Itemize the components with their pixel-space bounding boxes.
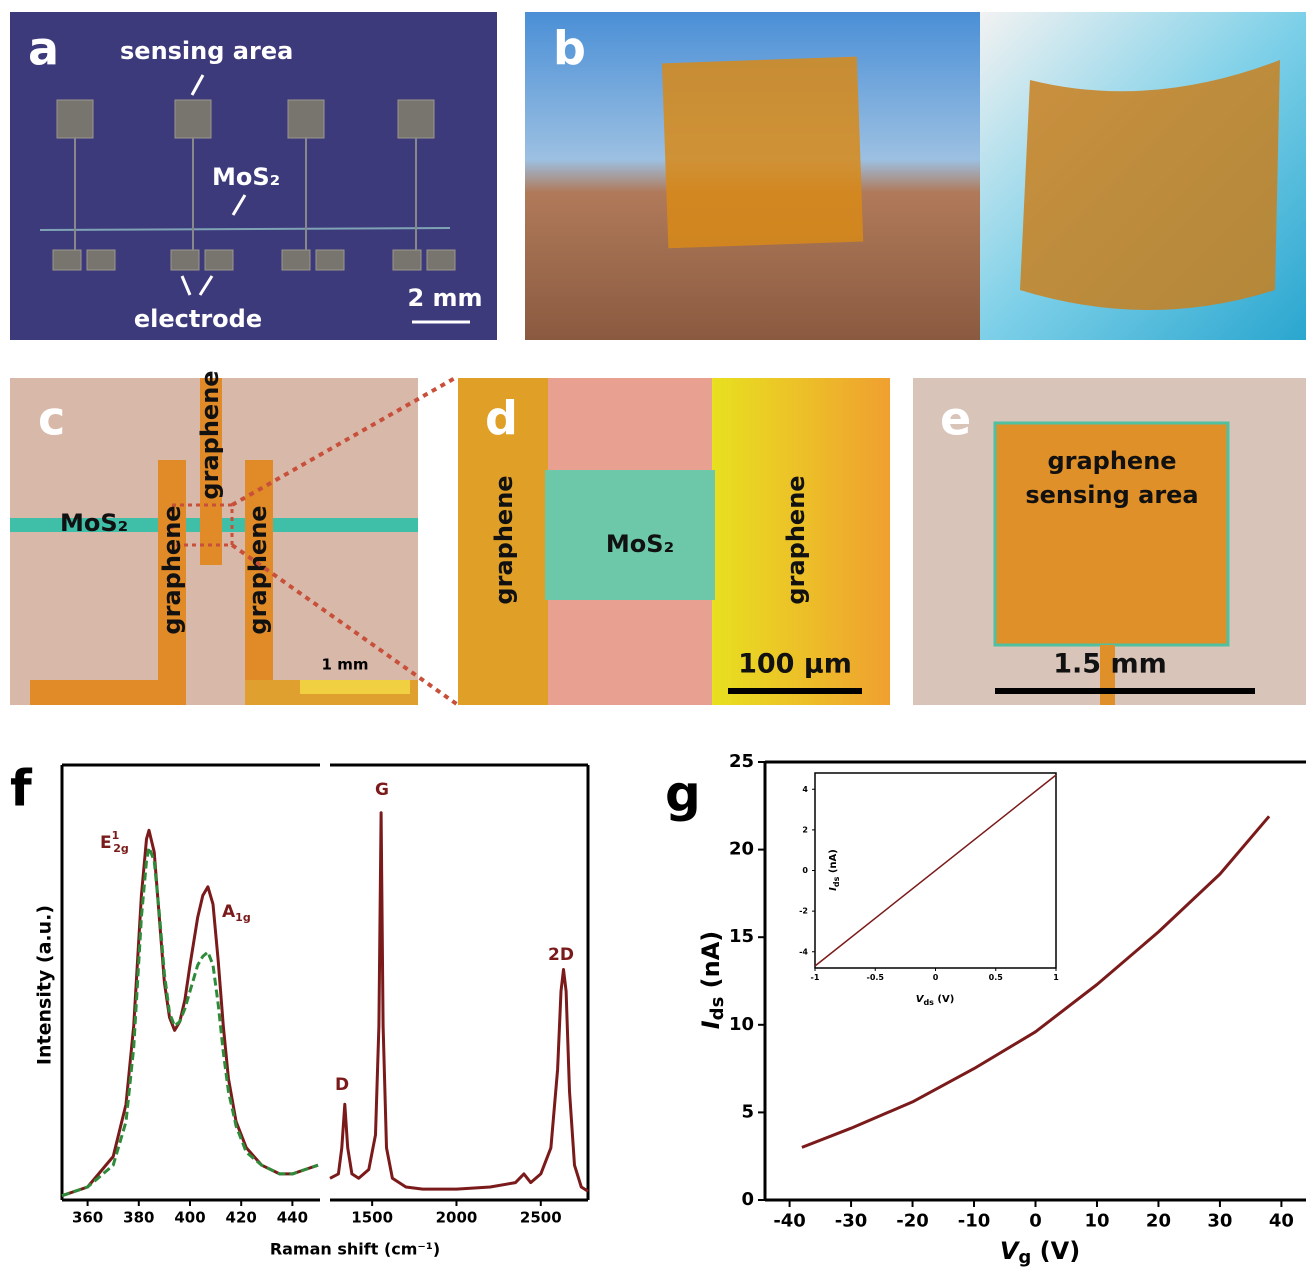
- figure: a sensing area MoS₂ electrode 2 mm b c M…: [0, 0, 1306, 1270]
- label: MoS₂: [606, 530, 674, 558]
- x-tick-label: 0: [933, 973, 939, 982]
- scale-label: 2 mm: [407, 284, 482, 312]
- x-tick-label: -10: [958, 1210, 991, 1231]
- x-axis-label-part: g: [1018, 1247, 1031, 1268]
- photo-d: d graphene graphene MoS₂ 100 µm: [458, 378, 890, 705]
- y-tick-label: 2: [802, 825, 808, 834]
- x-axis-label: Vg (V): [1000, 1237, 1080, 1268]
- x-tick-label: 30: [1207, 1210, 1232, 1231]
- x-tick-label: 0.5: [989, 973, 1004, 982]
- label: electrode: [134, 305, 262, 333]
- annotation-text: E: [100, 833, 112, 853]
- panel-letter: a: [28, 22, 59, 76]
- panel-letter: c: [38, 392, 65, 446]
- x-axis-label: Vds (V): [916, 994, 955, 1007]
- annotation-text: A: [222, 902, 236, 922]
- x-tick-label: 1: [1053, 973, 1059, 982]
- x-tick-label: 0: [1029, 1210, 1042, 1231]
- x-tick-label: 10: [1084, 1210, 1109, 1231]
- annotation-text: 2g: [113, 842, 129, 855]
- x-tick-label: 360: [72, 1209, 103, 1227]
- x-axis-label-part: ds: [923, 998, 934, 1007]
- y-axis-label-part: ds: [832, 876, 841, 887]
- y-axis-label-part: (nA): [828, 849, 839, 876]
- series-line: [330, 813, 588, 1192]
- y-tick-label: 10: [729, 1014, 754, 1035]
- x-tick-label: 1500: [351, 1209, 393, 1227]
- label: graphene: [1047, 447, 1176, 475]
- panel-letter: f: [10, 760, 33, 818]
- x-tick-label: -40: [773, 1210, 806, 1231]
- x-tick-label: 2000: [436, 1209, 478, 1227]
- y-tick-label: -4: [799, 947, 808, 956]
- label: graphene: [490, 475, 518, 604]
- x-tick-label: 420: [226, 1209, 257, 1227]
- y-tick-label: 15: [729, 926, 754, 947]
- annotation-text: 1: [112, 829, 120, 842]
- y-tick-label: 4: [802, 785, 808, 794]
- panel-letter: d: [485, 392, 518, 446]
- photo-e: e graphene sensing area 1.5 mm: [913, 378, 1306, 705]
- scale-label: 1.5 mm: [1053, 649, 1167, 680]
- label: graphene: [158, 505, 186, 634]
- photo-a: a sensing area MoS₂ electrode 2 mm: [10, 12, 497, 340]
- x-tick-label: -1: [811, 973, 820, 982]
- y-tick-label: 0: [741, 1189, 754, 1210]
- annotation: G: [375, 780, 389, 800]
- x-tick-label: 2500: [520, 1209, 562, 1227]
- photo-c: c MoS₂ graphene graphene graphene 1 mm: [10, 370, 418, 705]
- y-tick-label: 0: [802, 866, 808, 875]
- panel-letter: e: [940, 392, 971, 446]
- y-tick-label: 25: [729, 751, 754, 772]
- annotation-text: 1g: [235, 911, 251, 924]
- label: graphene: [196, 370, 224, 499]
- label: sensing area: [120, 37, 293, 65]
- panel-letter: b: [553, 22, 586, 76]
- y-axis-label: Intensity (a.u.): [34, 905, 56, 1065]
- photo-b: b: [525, 12, 1306, 340]
- label: graphene: [782, 475, 810, 604]
- x-axis-label: Raman shift (cm⁻¹): [270, 1240, 440, 1259]
- panel-letter: g: [665, 765, 701, 823]
- y-axis-label-part: (nA): [697, 931, 725, 997]
- annotation: A1g: [222, 902, 251, 924]
- y-axis-label: Ids (nA): [697, 931, 728, 1030]
- annotation: 2D: [548, 945, 574, 965]
- label: MoS₂: [212, 163, 280, 191]
- label: MoS₂: [60, 509, 128, 537]
- x-tick-label: -20: [896, 1210, 929, 1231]
- x-tick-label: 400: [174, 1209, 205, 1227]
- x-axis-label-part: (V): [934, 994, 954, 1005]
- y-tick-label: -2: [799, 907, 808, 916]
- scale-label: 100 µm: [738, 649, 852, 680]
- y-tick-label: 20: [729, 839, 754, 860]
- x-tick-label: -0.5: [867, 973, 885, 982]
- x-axis-label-part: (V): [1031, 1237, 1080, 1265]
- scale-label: 1 mm: [322, 656, 369, 674]
- annotation: D: [335, 1075, 349, 1095]
- series-line: [62, 830, 318, 1195]
- x-tick-label: 380: [123, 1209, 154, 1227]
- x-tick-label: 40: [1269, 1210, 1294, 1231]
- y-axis-label-part: ds: [707, 997, 728, 1021]
- series-line: [62, 848, 318, 1196]
- label: sensing area: [1025, 481, 1198, 509]
- y-tick-label: 5: [741, 1101, 754, 1122]
- x-tick-label: -30: [835, 1210, 868, 1231]
- axes-frame: [62, 762, 1306, 1200]
- y-axis-label-part: I: [697, 1020, 725, 1029]
- x-tick-label: 20: [1146, 1210, 1171, 1231]
- x-tick-label: 440: [277, 1209, 308, 1227]
